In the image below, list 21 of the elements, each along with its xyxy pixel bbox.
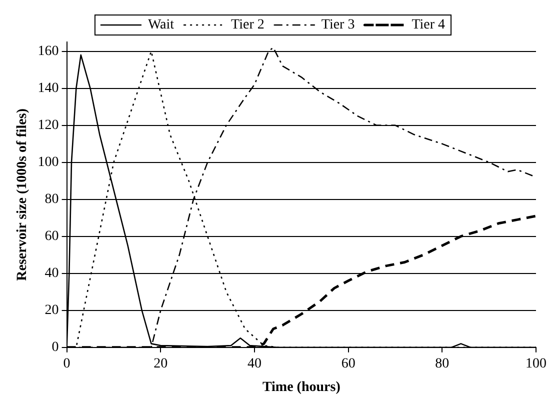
y-tick-label: 0 [52,340,59,356]
y-tick-label: 140 [38,80,59,96]
legend-label: Tier 2 [231,18,264,33]
x-tick-label: 20 [154,356,168,372]
x-tick-label: 100 [526,356,546,372]
y-tick-label: 20 [44,303,59,318]
x-tick-label: 0 [63,356,70,372]
x-axis-title: Time (hours) [262,380,341,396]
legend-label: Wait [148,18,174,33]
y-tick-label: 60 [44,229,59,244]
y-tick-label: 160 [38,44,59,59]
x-tick-label: 80 [435,356,450,372]
legend-label: Tier 3 [321,18,355,33]
x-tick-label: 60 [341,356,356,372]
y-tick-label: 100 [38,154,59,170]
x-tick-label: 40 [247,356,262,372]
legend-label: Tier 4 [412,18,446,33]
y-tick-label: 80 [44,192,59,207]
y-tick-label: 40 [44,266,59,282]
y-axis-title: Reservoir size (1000s of files) [15,108,30,281]
y-tick-label: 120 [38,118,59,133]
